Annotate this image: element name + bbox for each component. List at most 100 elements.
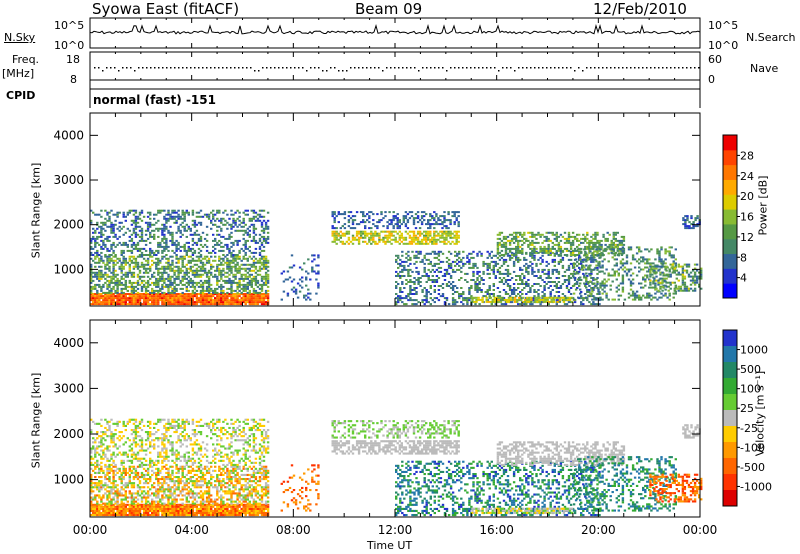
power-cell	[486, 268, 489, 271]
power-cell	[416, 211, 420, 214]
power-cell	[234, 223, 237, 226]
power-cell	[134, 289, 138, 292]
power-cell	[557, 249, 561, 252]
power-cell	[549, 247, 552, 250]
power-cell	[157, 285, 160, 288]
power-cell	[252, 293, 256, 295]
power-cell	[508, 289, 512, 291]
power-cell	[151, 281, 154, 284]
power-cell	[230, 293, 233, 295]
power-cell	[549, 231, 552, 234]
power-cell	[262, 293, 266, 295]
power-cell	[657, 289, 660, 292]
power-cell	[487, 300, 490, 303]
power-cell	[606, 237, 609, 240]
power-cell	[681, 289, 685, 292]
power-cell	[142, 247, 146, 250]
power-cell	[451, 232, 454, 235]
power-cell	[617, 294, 620, 297]
power-cell	[512, 287, 516, 289]
power-cell	[500, 264, 504, 267]
power-cell	[189, 247, 192, 250]
freq-dot	[110, 67, 112, 69]
power-cell	[222, 269, 225, 272]
power-cell	[114, 213, 117, 216]
power-cell	[588, 301, 591, 304]
power-cell	[423, 275, 426, 277]
power-cell	[197, 221, 201, 224]
power-cell	[613, 252, 616, 255]
power-cell	[116, 295, 119, 298]
power-cell	[502, 260, 506, 263]
power-cell	[653, 271, 656, 274]
power-cell	[171, 243, 174, 246]
power-cell	[100, 303, 103, 306]
power-cell	[98, 273, 101, 276]
power-cell	[114, 281, 117, 284]
power-cell	[589, 280, 592, 283]
power-cell	[451, 240, 454, 243]
power-cell	[258, 265, 262, 268]
power-cell	[175, 254, 178, 256]
power-cell	[586, 254, 589, 256]
power-cell	[395, 297, 398, 300]
power-cell	[347, 225, 351, 228]
power-cell	[92, 271, 95, 274]
power-cell	[560, 296, 564, 299]
power-cell	[649, 273, 652, 276]
power-cell	[547, 231, 550, 234]
power-cell	[236, 225, 239, 228]
power-cell	[104, 265, 107, 268]
power-cell	[167, 283, 170, 286]
power-cell	[246, 297, 249, 300]
freq-dot	[678, 67, 680, 69]
power-cell	[551, 247, 554, 250]
power-cell	[413, 303, 416, 306]
power-cell	[262, 255, 266, 258]
power-cell	[118, 293, 121, 295]
power-cell	[565, 303, 569, 306]
power-cell	[677, 285, 680, 288]
power-cell	[506, 239, 510, 242]
power-cell	[362, 232, 365, 235]
power-cell	[234, 259, 237, 262]
power-cell	[335, 234, 338, 237]
power-cell	[157, 277, 160, 280]
power-cell	[167, 289, 170, 292]
power-cell	[413, 283, 416, 285]
power-cell	[595, 250, 598, 253]
power-cell	[512, 270, 516, 273]
power-cell	[108, 255, 111, 258]
power-cell	[427, 277, 430, 279]
power-cell	[533, 275, 536, 277]
power-cell	[126, 261, 129, 264]
freq-dot	[338, 70, 340, 72]
power-cell	[698, 285, 701, 288]
power-cell	[242, 279, 245, 282]
power-cell	[397, 272, 400, 275]
power-cell	[355, 238, 359, 241]
power-cell	[523, 241, 526, 244]
power-cell	[207, 297, 211, 300]
power-cell	[309, 292, 312, 295]
power-cell	[410, 240, 414, 243]
power-cell	[254, 301, 258, 304]
power-cell	[203, 279, 207, 282]
power-cell	[242, 211, 245, 214]
power-cell	[529, 243, 532, 246]
power-cell	[399, 264, 402, 267]
power-cell	[451, 297, 455, 300]
power-cell	[151, 259, 154, 262]
power-cell	[399, 262, 402, 265]
power-cell	[539, 275, 542, 277]
power-cell	[468, 299, 471, 302]
power-cell	[238, 251, 241, 254]
power-cell	[96, 241, 99, 244]
power-cell	[605, 248, 608, 251]
power-cell	[425, 301, 428, 304]
power-cell	[408, 230, 412, 233]
power-cell	[402, 242, 405, 245]
power-cell	[102, 223, 105, 226]
power-cell	[92, 279, 95, 282]
power-cell	[144, 291, 148, 294]
